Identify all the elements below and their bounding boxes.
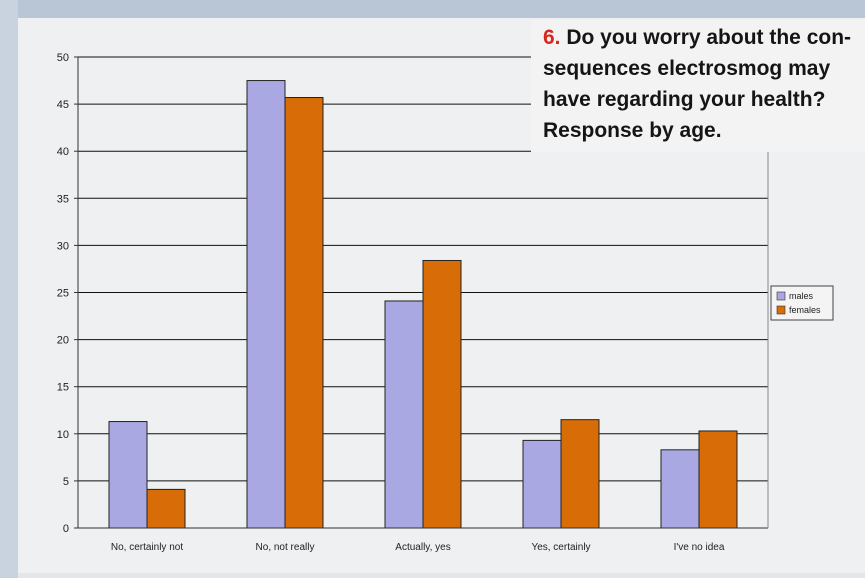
y-tick-label: 45 <box>57 99 69 111</box>
x-category-label: Yes, certainly <box>531 542 590 553</box>
y-tick-label: 25 <box>57 288 69 300</box>
bar-females-3 <box>560 419 600 529</box>
bar-females-1 <box>284 97 324 529</box>
bar-males-1 <box>246 80 286 529</box>
axes: 0 5 10 15 20 25 30 35 40 45 50 No, certainly not No,… <box>57 52 769 553</box>
y-tick-label: 50 <box>57 52 69 64</box>
legend-label-males: males <box>789 291 814 301</box>
y-tick-label: 20 <box>57 335 69 347</box>
bar-females-0 <box>146 488 186 529</box>
y-tick-label: 5 <box>63 476 69 488</box>
bars <box>108 80 738 529</box>
question-text: Do you worry about the con-sequences ele… <box>543 26 852 142</box>
x-category-label: I've no idea <box>674 542 725 553</box>
bar-males-0 <box>108 421 148 529</box>
bar-males-2 <box>384 300 424 529</box>
bar-females-2 <box>422 259 462 529</box>
y-tick-label: 30 <box>57 240 69 252</box>
legend-label-females: females <box>789 305 821 315</box>
y-tick-label: 0 <box>63 523 69 535</box>
y-tick-label: 15 <box>57 382 69 394</box>
y-tick-label: 10 <box>57 429 69 441</box>
background-strip-left <box>0 0 18 578</box>
legend-swatch-females <box>776 305 786 315</box>
background-strip-top <box>0 0 865 18</box>
x-category-label: No, certainly not <box>111 542 183 553</box>
chart-title: 6. Do you worry about the con-sequences … <box>543 22 861 146</box>
legend: males females <box>770 285 834 321</box>
legend-swatch-males <box>776 291 786 301</box>
bar-males-4 <box>660 449 700 529</box>
question-number: 6. <box>543 26 561 49</box>
y-tick-label: 35 <box>57 193 69 205</box>
bar-females-4 <box>698 430 738 529</box>
bar-males-3 <box>522 439 562 529</box>
y-tick-label: 40 <box>57 146 69 158</box>
x-category-label: No, not really <box>256 542 315 553</box>
title-box <box>531 20 865 152</box>
x-category-label: Actually, yes <box>395 542 450 553</box>
legend-box <box>770 285 834 321</box>
